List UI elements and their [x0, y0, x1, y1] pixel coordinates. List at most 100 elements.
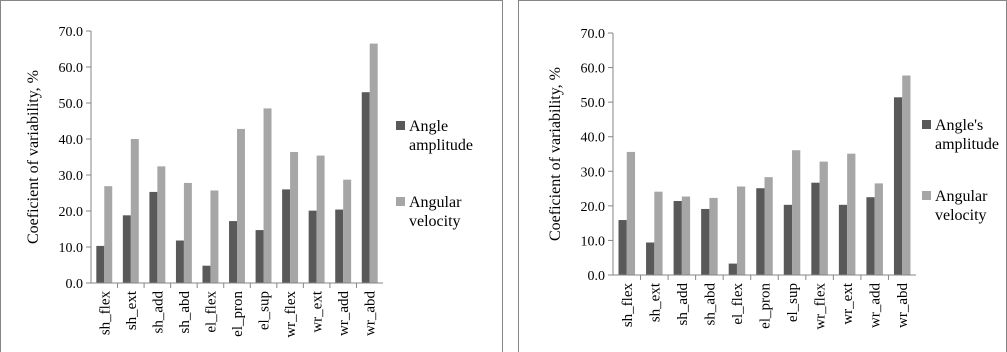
x-category-label: wr_ext	[840, 282, 856, 324]
chart-right: 0.0 10.0 20.0 30.0 40.0 50.0 60.0 70.0 Coeficien…	[518, 0, 1007, 352]
bar-angle-amplitude	[728, 263, 737, 275]
x-category-label: el_sup	[257, 291, 273, 330]
x-category-label: sh_add	[675, 283, 691, 326]
legend-swatch	[396, 121, 405, 130]
bar-angle-amplitude	[361, 92, 370, 283]
bar-angular-velocity	[736, 186, 746, 275]
bar-angle-amplitude	[866, 197, 875, 275]
bar-angular-velocity	[130, 139, 139, 283]
legend-label: amplitude	[409, 137, 473, 154]
x-category-label: wr_ext	[310, 290, 326, 332]
bar-angle-amplitude	[893, 97, 903, 275]
x-category-label: sh_flex	[620, 283, 636, 328]
bar-angle-amplitude	[335, 209, 344, 283]
legend-label: Angle's	[935, 117, 983, 134]
legend-swatch	[922, 120, 931, 129]
bar-angular-velocity	[210, 190, 219, 283]
legend-label: amplitude	[935, 136, 999, 153]
chart-left: 0.0 10.0 20.0 30.0 40.0 50.0 60.0 70.0 Coeficien…	[0, 0, 503, 352]
legend-label: Angular	[935, 188, 988, 205]
x-category-label: sh_abd	[702, 283, 718, 326]
bar-angle-amplitude	[202, 265, 211, 283]
bar-angle-amplitude	[783, 204, 793, 275]
x-category-label: sh_add	[150, 291, 166, 334]
y-tick-label: 30.0	[581, 165, 606, 180]
bar-angle-amplitude	[838, 204, 848, 275]
y-tick-label: 0.0	[66, 277, 84, 292]
bar-angle-amplitude	[122, 215, 131, 283]
x-category-label: el_flex	[730, 283, 746, 325]
x-category-label: el_flex	[203, 291, 219, 333]
legend-swatch	[396, 197, 405, 206]
chart-frame	[0, 0, 503, 352]
x-category-label: sh_ext	[647, 282, 663, 322]
legend-label: Angular	[409, 194, 462, 211]
bar-angular-velocity	[709, 197, 718, 275]
bar-angle-amplitude	[646, 242, 655, 275]
x-category-label: wr_abd	[895, 283, 911, 328]
bar-angle-amplitude	[149, 191, 158, 283]
bar-angular-velocity	[902, 75, 911, 275]
bar-angular-velocity	[183, 182, 192, 283]
y-axis-label: Coeficient of variability, %	[25, 70, 42, 244]
x-category-label: wr_add	[336, 291, 352, 336]
y-tick-label: 40.0	[59, 133, 84, 148]
x-category-label: sh_flex	[97, 291, 113, 336]
x-category-label: wr_abd	[363, 291, 379, 336]
y-axis-label: Coeficient of variability, %	[547, 67, 564, 241]
y-tick-label: 10.0	[581, 234, 606, 249]
x-category-label: el_sup	[785, 283, 801, 322]
y-tick-label: 10.0	[59, 241, 84, 256]
bar-angle-amplitude	[255, 230, 264, 283]
bar-angle-amplitude	[673, 201, 682, 275]
bar-angular-velocity	[626, 151, 636, 275]
bar-angular-velocity	[290, 151, 299, 283]
y-tick-label: 70.0	[581, 27, 606, 42]
bar-angle-amplitude	[308, 210, 317, 283]
y-tick-label: 30.0	[59, 169, 84, 184]
bar-angle-amplitude	[701, 208, 710, 275]
bar-angle-amplitude	[282, 189, 291, 283]
y-tick-label: 20.0	[59, 205, 84, 220]
bar-angular-velocity	[157, 166, 166, 283]
y-tick-label: 50.0	[581, 96, 606, 111]
bar-angle-amplitude	[229, 221, 237, 283]
bar-angle-amplitude	[618, 220, 627, 275]
bar-angular-velocity	[263, 108, 272, 284]
bar-angular-velocity	[369, 43, 378, 283]
x-category-label: el_pron	[230, 291, 246, 337]
bar-angular-velocity	[316, 155, 325, 283]
x-category-label: sh_abd	[177, 291, 193, 334]
x-category-label: wr_flex	[283, 291, 299, 338]
y-tick-label: 50.0	[59, 97, 84, 112]
x-category-label: sh_ext	[124, 290, 140, 330]
y-tick-label: 70.0	[59, 25, 84, 40]
bar-angular-velocity	[343, 179, 352, 283]
legend-label: velocity	[409, 213, 461, 230]
chart-panel-left: 0.0 10.0 20.0 30.0 40.0 50.0 60.0 70.0 Coeficien…	[0, 0, 503, 352]
legend-label: velocity	[935, 207, 987, 224]
bar-angular-velocity	[792, 150, 801, 275]
bar-angular-velocity	[654, 191, 663, 275]
bar-angular-velocity	[819, 161, 828, 275]
bar-angular-velocity	[874, 183, 883, 275]
bar-angular-velocity	[764, 177, 773, 275]
x-category-label: wr_flex	[813, 283, 829, 330]
bar-angle-amplitude	[175, 240, 184, 283]
bar-angle-amplitude	[756, 188, 765, 275]
legend-label: Angle	[409, 118, 448, 135]
x-category-label: el_pron	[758, 283, 774, 329]
bar-angular-velocity	[681, 196, 691, 275]
y-tick-label: 40.0	[581, 131, 606, 146]
chart-panel-right: 0.0 10.0 20.0 30.0 40.0 50.0 60.0 70.0 Coeficien…	[518, 0, 1007, 352]
legend-swatch	[922, 191, 931, 200]
bar-angle-amplitude	[96, 245, 105, 283]
bar-angular-velocity	[237, 128, 245, 283]
bar-angular-velocity	[847, 153, 856, 275]
y-tick-label: 60.0	[581, 62, 606, 77]
y-tick-label: 20.0	[581, 200, 606, 215]
x-category-label: wr_add	[868, 283, 884, 328]
bar-angle-amplitude	[811, 182, 820, 275]
y-tick-label: 0.0	[588, 269, 606, 284]
y-tick-label: 60.0	[59, 61, 84, 76]
